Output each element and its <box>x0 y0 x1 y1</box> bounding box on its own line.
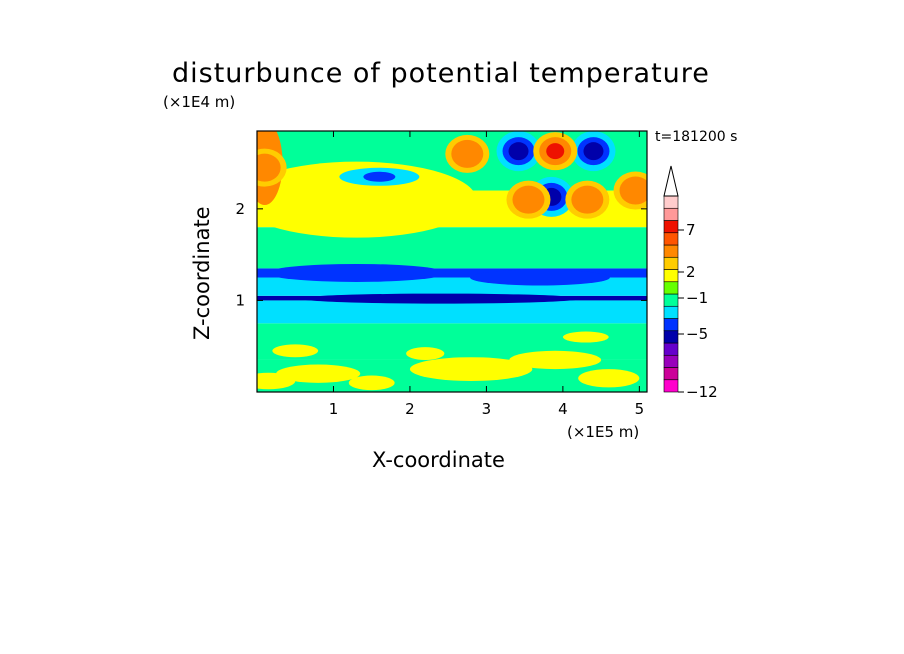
y-tick-label: 2 <box>235 200 245 218</box>
colorbar-tick-label: −12 <box>686 383 718 401</box>
colorbar-swatch <box>663 293 679 307</box>
yellow-patch <box>509 350 602 370</box>
colorbar-swatch <box>663 256 679 270</box>
cell-ring <box>451 139 484 168</box>
cell-core <box>508 142 529 161</box>
colorbar-extend-arrow <box>663 165 679 197</box>
time-annotation: t=181200 s <box>655 129 738 145</box>
yellow-patch <box>276 364 361 383</box>
colorbar-swatch <box>663 305 679 319</box>
yellow-patch <box>272 344 319 358</box>
x-axis: 1 2 3 4 5 <box>329 131 644 418</box>
colorbar-swatch <box>663 232 679 246</box>
colorbar-swatch <box>663 342 679 356</box>
x-axis-label: X-coordinate <box>372 448 505 472</box>
x-tick-label: 3 <box>482 400 492 418</box>
colorbar-tick-label: −1 <box>686 289 708 307</box>
colorbar: −12−5−127 <box>663 165 718 401</box>
chart-title: disturbunce of potential temperature <box>172 58 710 89</box>
colorbar-swatch <box>663 244 679 258</box>
yellow-patch <box>348 375 395 391</box>
colorbar-swatch <box>663 220 679 234</box>
yellow-patch <box>406 347 445 360</box>
blue-streak <box>469 269 610 286</box>
yellow-dome <box>257 161 477 238</box>
x-tick-label: 4 <box>558 400 568 418</box>
colorbar-tick-label: 2 <box>686 263 696 281</box>
cell-core <box>519 191 538 208</box>
colorbar-swatch <box>663 318 679 332</box>
colorbar-swatch <box>663 367 679 381</box>
cell-ring <box>257 153 281 182</box>
blue-streak <box>266 263 447 282</box>
cell-core <box>583 142 604 161</box>
band-blue <box>257 268 647 278</box>
cell-ring <box>619 176 647 205</box>
x-tick-label: 5 <box>635 400 645 418</box>
colorbar-swatch <box>663 379 679 393</box>
band-cyan-low <box>257 300 647 324</box>
colorbar-swatch <box>663 269 679 283</box>
colorbar-swatch <box>663 207 679 221</box>
colorbar-swatch <box>663 330 679 344</box>
contour-field <box>257 131 647 392</box>
colorbar-swatch <box>663 195 679 209</box>
y-axis: 12 <box>235 200 647 309</box>
blue-streak <box>300 293 581 304</box>
colorbar-tick-label: −5 <box>686 325 708 343</box>
y-tick-label: 1 <box>235 291 245 309</box>
colorbar-swatch <box>663 354 679 368</box>
plot-frame <box>256 130 648 393</box>
yellow-patch <box>409 357 533 382</box>
blue-cell <box>363 171 396 182</box>
colorbar-swatch <box>663 281 679 295</box>
cell-core <box>578 191 597 208</box>
y-axis-unit: (×1E4 m) <box>163 93 236 111</box>
cell-core <box>546 143 565 160</box>
yellow-patch <box>562 331 609 343</box>
x-axis-unit: (×1E5 m) <box>567 423 640 441</box>
colorbar-tick-label: 7 <box>686 221 696 239</box>
yellow-patch <box>578 369 640 388</box>
x-tick-label: 1 <box>329 400 339 418</box>
x-tick-label: 2 <box>405 400 415 418</box>
